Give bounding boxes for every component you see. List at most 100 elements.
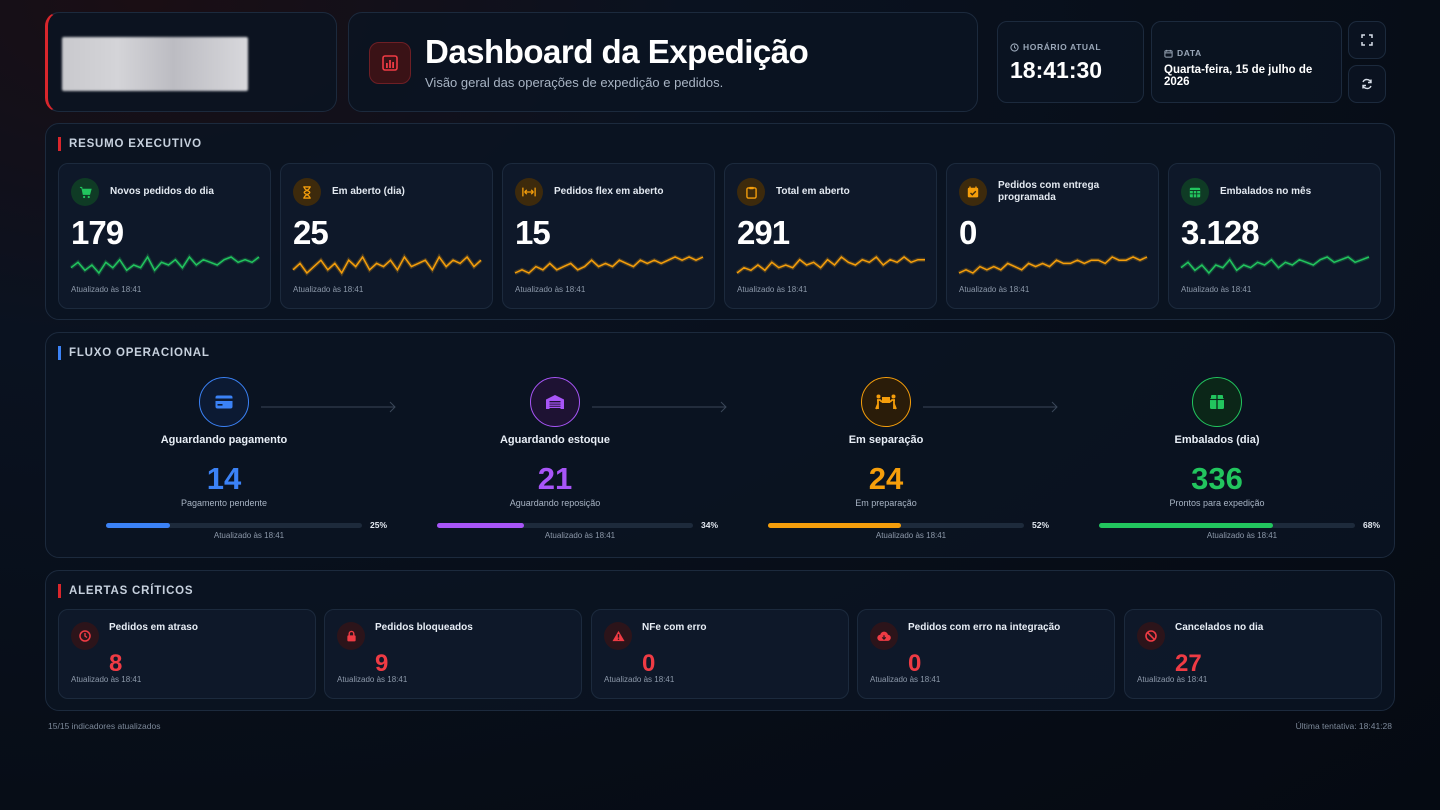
sparkline-line [1180, 256, 1370, 275]
flow-step-percent: 68% [1363, 520, 1381, 530]
flow-step-updated: Atualizado às 18:41 [1206, 531, 1278, 540]
flow-step-name: Aguardando estoque [499, 434, 610, 446]
section-title: FLUXO OPERACIONAL [58, 346, 210, 360]
flow-step-subtitle: Em preparação [855, 498, 917, 508]
flow-step-value: 14 [206, 461, 242, 496]
calendar-small-icon [1164, 49, 1173, 58]
alert-card-blocked-orders: Pedidos bloqueados 9 Atualizado às 18:41 [324, 609, 582, 699]
flow-step-value: 21 [537, 461, 573, 496]
cloud-download-icon [870, 622, 898, 650]
alert-label: Pedidos com erro na integração [908, 622, 1061, 633]
alert-value: 8 [109, 650, 123, 677]
kpi-card-scheduled: Pedidos com entrega programada 0 Atualiz… [946, 163, 1159, 309]
kpi-updated: Atualizado às 18:41 [293, 285, 364, 294]
alert-updated: Atualizado às 18:41 [870, 675, 941, 684]
clipboard-icon [737, 178, 765, 206]
kpi-value: 15 [515, 214, 551, 251]
kpi-sparkline [1179, 254, 1370, 277]
date-panel: DATA Quarta-feira, 15 de julho de 2026 [1151, 21, 1342, 103]
kpi-label: Novos pedidos do dia [110, 186, 214, 197]
kpi-sparkline [735, 254, 925, 275]
last-attempt: Última tentativa: 18:41:28 [1295, 721, 1392, 731]
date-label: DATA [1164, 48, 1202, 58]
kpi-updated: Atualizado às 18:41 [515, 285, 586, 294]
flow-progress-fill [1099, 523, 1274, 528]
kpi-label: Em aberto (dia) [332, 186, 405, 197]
flow-step-percent: 52% [1032, 520, 1050, 530]
fullscreen-button[interactable] [1348, 21, 1386, 59]
alert-label: Cancelados no dia [1175, 622, 1264, 633]
flow-step-value: 336 [1191, 461, 1243, 496]
kpi-value: 25 [293, 214, 329, 251]
refresh-icon [1362, 78, 1372, 90]
kpi-value: 0 [959, 214, 977, 251]
flow-progress-fill [768, 523, 902, 528]
critical-alerts-section: ALERTAS CRÍTICOS Pedidos em atraso 8 Atu… [45, 570, 1395, 711]
fullscreen-icon [1361, 34, 1373, 46]
refresh-button[interactable] [1348, 65, 1386, 103]
title-panel: Dashboard da Expedição Visão geral das o… [348, 12, 978, 112]
alert-label: NFe com erro [642, 622, 707, 633]
kpi-value: 179 [71, 214, 124, 251]
executive-summary-section: RESUMO EXECUTIVO Novos pedidos do dia 17… [45, 123, 1395, 320]
kpi-label: Total em aberto [776, 186, 850, 197]
flow-progress-fill [106, 523, 170, 528]
kpi-label: Pedidos flex em aberto [554, 186, 664, 197]
sparkline-line [514, 256, 704, 274]
section-title: RESUMO EXECUTIVO [58, 137, 202, 151]
people-carry-box-icon [861, 377, 911, 427]
clock-panel: HORÁRIO ATUAL 18:41:30 [997, 21, 1144, 103]
box-icon [1192, 377, 1242, 427]
flow-step-subtitle: Prontos para expedição [1169, 498, 1265, 508]
alert-card-integration-error: Pedidos com erro na integração 0 Atualiz… [857, 609, 1115, 699]
alert-updated: Atualizado às 18:41 [337, 675, 408, 684]
flow-step-picking: Em separação 24 Em preparação 52% Atuali… [733, 333, 1049, 559]
calendar-grid-icon [1181, 178, 1209, 206]
sparkline-line [70, 255, 260, 275]
company-logo [62, 37, 248, 91]
flow-progress-track [437, 523, 693, 528]
cart-icon [71, 178, 99, 206]
flow-step-packed: Embalados (dia) 336 Prontos para expediç… [1064, 333, 1380, 559]
flow-step-percent: 25% [370, 520, 388, 530]
clock-small-icon [1010, 42, 1019, 52]
alert-value: 9 [375, 650, 389, 677]
kpi-sparkline [514, 254, 704, 276]
page-subtitle: Visão geral das operações de expedição e… [425, 75, 724, 90]
warehouse-icon [530, 377, 580, 427]
kpi-updated: Atualizado às 18:41 [737, 285, 808, 294]
sparkline-line [958, 256, 1148, 274]
arrows-horizontal-icon [515, 178, 543, 206]
flow-step-name: Aguardando pagamento [160, 434, 288, 446]
warning-icon [604, 622, 632, 650]
hourglass-icon [293, 178, 321, 206]
credit-card-icon [199, 377, 249, 427]
kpi-label: Embalados no mês [1220, 186, 1312, 197]
alert-card-cancelled: Cancelados no dia 27 Atualizado às 18:41 [1124, 609, 1382, 699]
sparkline-line [292, 255, 482, 275]
sparkline-line [736, 255, 925, 274]
flow-progress-track [106, 523, 362, 528]
flow-arrow [923, 401, 1058, 413]
alert-updated: Atualizado às 18:41 [1137, 675, 1208, 684]
chart-icon [369, 42, 411, 84]
kpi-value: 3.128 [1181, 214, 1260, 251]
kpi-sparkline [69, 253, 261, 277]
flow-step-updated: Atualizado às 18:41 [213, 531, 285, 540]
flow-step-awaiting-payment: Aguardando pagamento 14 Pagamento penden… [71, 333, 387, 559]
flow-step-subtitle: Aguardando reposição [509, 498, 601, 508]
flow-step-name: Embalados (dia) [1174, 434, 1260, 446]
section-title: ALERTAS CRÍTICOS [58, 584, 193, 598]
alert-card-nfe-error: NFe com erro 0 Atualizado às 18:41 [591, 609, 849, 699]
indicators-status: 15/15 indicadores atualizados [48, 721, 161, 731]
kpi-sparkline [958, 254, 1148, 276]
flow-progress-fill [437, 523, 525, 528]
flow-step-subtitle: Pagamento pendente [180, 498, 268, 508]
ban-icon [1137, 622, 1165, 650]
flow-progress-track [768, 523, 1024, 528]
kpi-card-total-open: Total em aberto 291 Atualizado às 18:41 [724, 163, 937, 309]
flow-step-awaiting-stock: Aguardando estoque 21 Aguardando reposiç… [402, 333, 718, 559]
kpi-card-flex-open: Pedidos flex em aberto 15 Atualizado às … [502, 163, 715, 309]
current-time: 18:41:30 [1010, 57, 1103, 83]
current-date: Quarta-feira, 15 de julho de 2026 [1164, 64, 1313, 88]
